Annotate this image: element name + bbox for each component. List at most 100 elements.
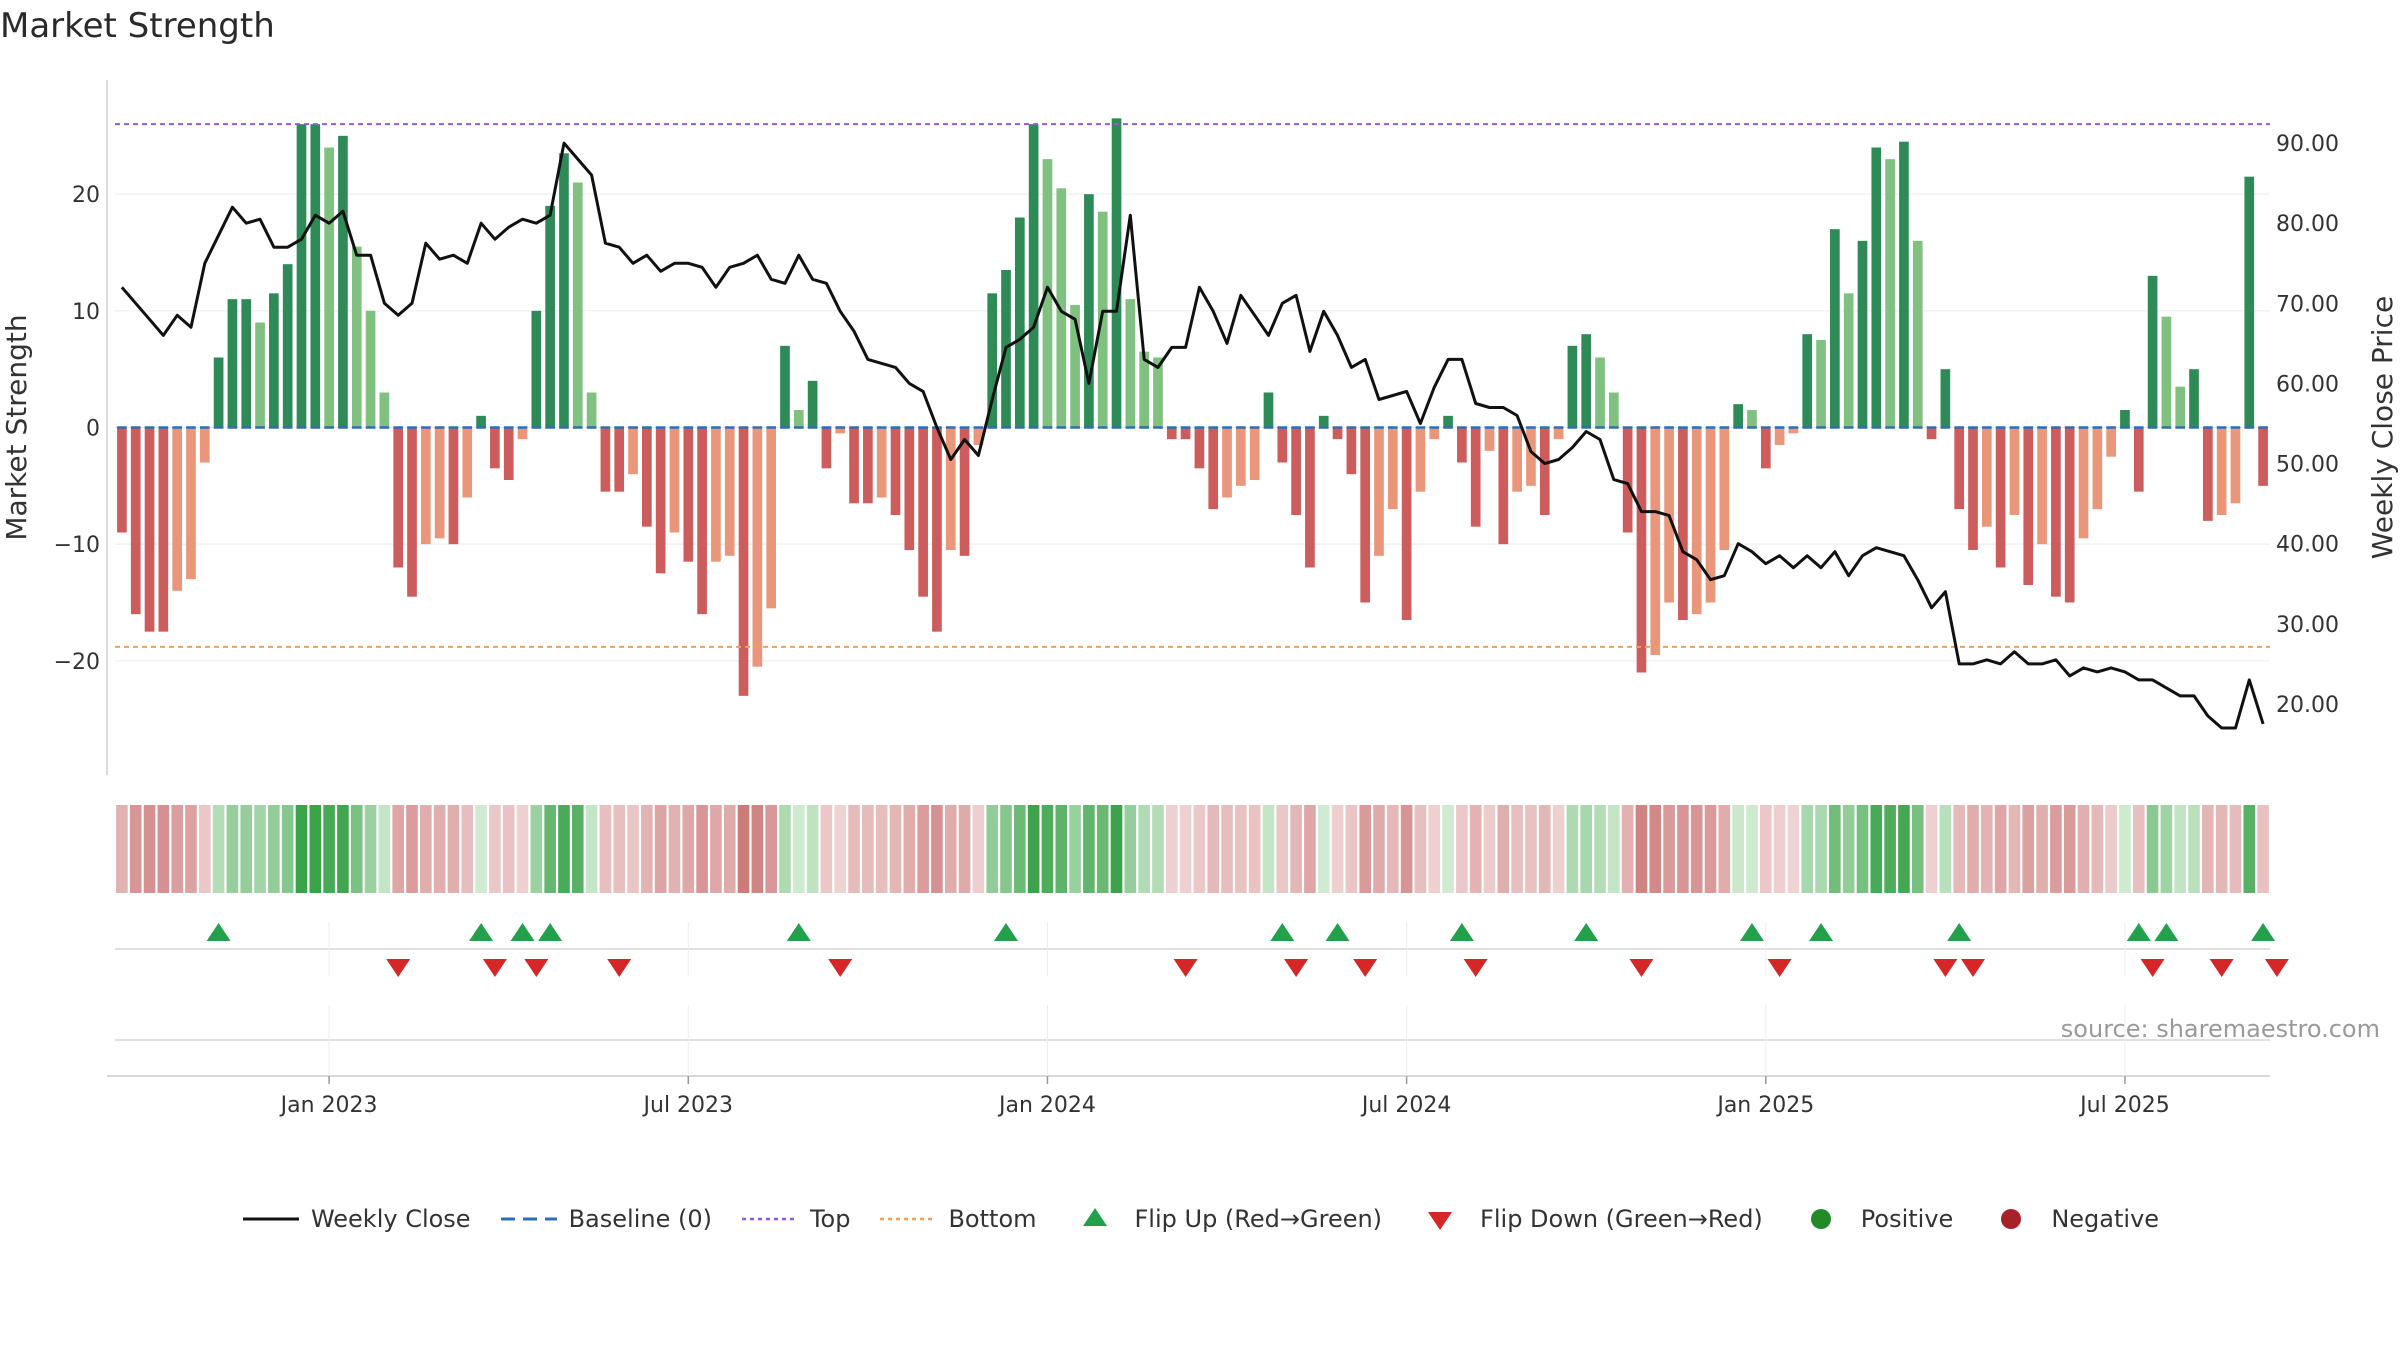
heat-cell	[1718, 805, 1731, 893]
heat-cell	[1649, 805, 1662, 893]
heat-cell	[1884, 805, 1896, 893]
heat-cell	[1055, 805, 1068, 893]
heat-cell	[654, 805, 667, 893]
heat-cell	[1635, 805, 1648, 893]
flip-down-marker	[828, 959, 853, 977]
heat-cell	[1359, 805, 1371, 893]
heat-cell	[1262, 805, 1275, 893]
flip-down-marker	[607, 959, 632, 977]
heat-cell	[2077, 805, 2090, 893]
heat-cell	[1193, 805, 1206, 893]
heat-cell	[254, 805, 266, 893]
strength-bar	[1263, 392, 1274, 428]
x-tick-label: Jul 2023	[642, 1093, 734, 1118]
strength-bar	[2092, 427, 2103, 510]
heat-cell	[1248, 805, 1261, 893]
x-tick-label: Jan 2024	[997, 1093, 1096, 1118]
strength-bar	[1236, 427, 1246, 486]
heat-cell	[944, 805, 957, 893]
heat-cell	[530, 805, 543, 893]
negative-swatch-icon	[2001, 1209, 2022, 1229]
strength-bar	[1843, 293, 1854, 428]
strength-bar	[1318, 415, 1329, 428]
strength-bar	[863, 427, 873, 504]
strength-bar	[807, 380, 818, 428]
heat-cell	[516, 805, 529, 893]
heat-cell	[1511, 805, 1523, 893]
strength-bar	[987, 293, 998, 428]
heat-cell	[1041, 805, 1054, 893]
heat-cell	[1152, 805, 1164, 893]
strength-bar	[793, 410, 804, 428]
flip-down-marker	[2209, 959, 2234, 977]
heat-cell	[350, 805, 363, 893]
legend-label: Positive	[1860, 1205, 1954, 1233]
heat-cell	[765, 805, 777, 893]
strength-bar	[476, 415, 486, 428]
strength-bar	[2133, 427, 2144, 492]
strength-bar	[490, 427, 500, 469]
strength-bar	[1249, 427, 1260, 480]
strength-bar	[1622, 427, 1633, 533]
heat-cell	[1898, 805, 1910, 893]
strength-bar	[144, 427, 155, 632]
strength-bar	[1332, 427, 1343, 440]
flip-down-marker	[1173, 959, 1198, 977]
legend-item-flip-up: Flip Up (Red→Green)	[1065, 1205, 1382, 1233]
heat-cell	[917, 805, 929, 893]
heat-cell	[1967, 805, 1979, 893]
heat-cell	[1953, 805, 1965, 893]
heat-cell	[627, 805, 639, 893]
strength-bar	[255, 322, 265, 428]
strength-bar	[2023, 427, 2034, 585]
heat-cell	[1704, 805, 1717, 893]
heat-cell	[1621, 805, 1634, 893]
flip-down-marker	[1960, 959, 1985, 977]
positive-swatch-icon	[1810, 1209, 1831, 1229]
strength-bar	[683, 427, 694, 562]
heat-cell	[1925, 805, 1938, 893]
strength-bar	[1968, 427, 1978, 550]
strength-bar	[1595, 357, 1605, 428]
heat-cell	[406, 805, 418, 893]
chart-title: Market Strength	[0, 6, 275, 46]
strength-bar	[559, 153, 569, 428]
strength-bar	[1401, 427, 1412, 620]
heat-cell	[240, 805, 253, 893]
strength-bar	[407, 427, 417, 597]
strength-bar	[1139, 351, 1149, 428]
strength-bar	[117, 427, 127, 533]
strength-bar	[1926, 427, 1937, 440]
strength-bar	[1470, 427, 1481, 527]
y-axis-title-right: Weekly Close Price	[2366, 296, 2399, 559]
strength-bar	[517, 427, 528, 440]
heat-cell	[544, 805, 556, 893]
heat-cell	[226, 805, 239, 893]
heat-cell	[461, 805, 474, 893]
heat-cell	[641, 805, 653, 893]
strength-bar	[2064, 427, 2075, 603]
y-tick-right: 40.00	[2276, 533, 2339, 558]
strength-bar	[1194, 427, 1205, 469]
flip-down-marker	[1629, 959, 1654, 977]
strength-bar	[2147, 275, 2158, 428]
heat-cell	[2036, 805, 2048, 893]
strength-bar	[310, 124, 321, 428]
strength-bar	[158, 427, 169, 632]
heat-cell	[2257, 805, 2269, 893]
heat-cell	[1345, 805, 1358, 893]
flip-up-marker	[1947, 923, 1972, 941]
strength-bar	[849, 427, 859, 504]
y-tick-left: −10	[54, 533, 100, 558]
heat-cell	[1469, 805, 1482, 893]
strength-bar	[186, 427, 196, 580]
strength-bar	[393, 427, 404, 568]
heat-cell	[1400, 805, 1413, 893]
strength-bar	[1208, 427, 1219, 510]
strength-bar	[1360, 427, 1371, 603]
heat-cell	[337, 805, 349, 893]
heat-cell	[1456, 805, 1468, 893]
heat-cell	[2160, 805, 2173, 893]
y-tick-right: 80.00	[2276, 212, 2339, 237]
